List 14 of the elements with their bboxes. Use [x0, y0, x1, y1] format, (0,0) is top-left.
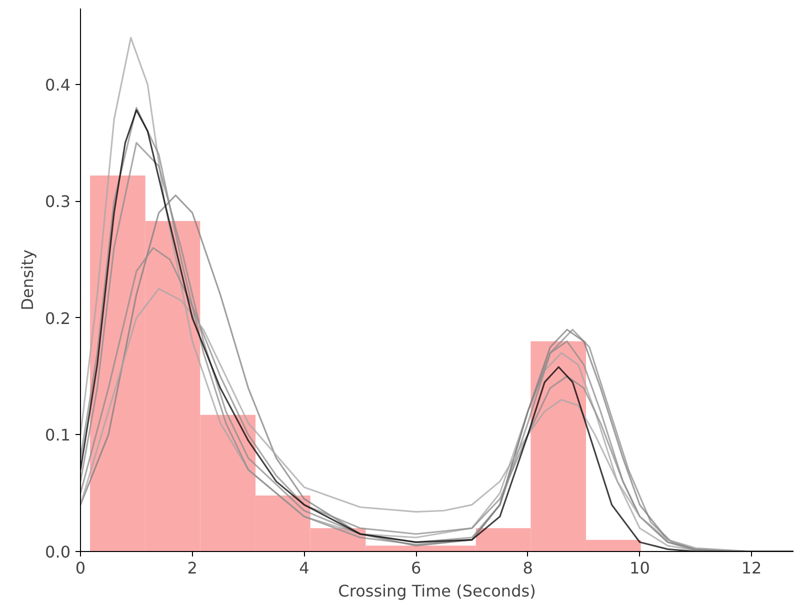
x-tick-label: 6 — [410, 558, 422, 578]
x-tick-label: 12 — [741, 558, 762, 578]
x-axis-title: Crossing Time (Seconds) — [338, 582, 536, 600]
y-tick-label: 0.2 — [45, 308, 71, 328]
y-tick-label: 0.0 — [45, 542, 71, 562]
x-tick-label: 10 — [630, 558, 650, 578]
y-axis-title: Density — [18, 250, 38, 310]
x-tick-label: 8 — [522, 558, 533, 578]
x-tick-label: 2 — [187, 558, 198, 578]
y-tick-label: 0.4 — [45, 75, 71, 94]
x-tick-label: 4 — [299, 558, 310, 578]
y-tick-label: 0.3 — [45, 192, 71, 212]
x-tick-label: 0 — [75, 558, 86, 578]
y-tick-label: 0.1 — [45, 426, 71, 445]
